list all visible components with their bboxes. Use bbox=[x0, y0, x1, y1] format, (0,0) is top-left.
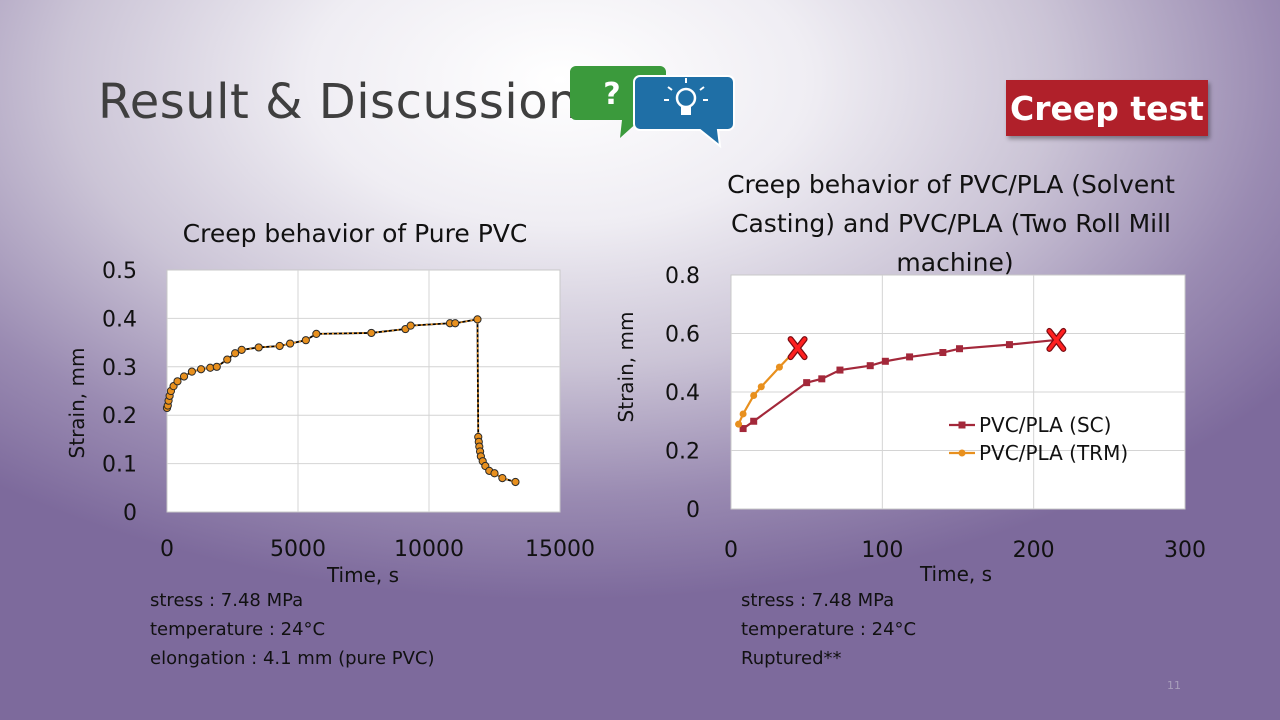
data-point bbox=[775, 363, 783, 371]
chart1-xlabel: Time, s bbox=[326, 563, 399, 587]
y-tick-label: 0.2 bbox=[102, 404, 137, 429]
data-point bbox=[451, 319, 460, 328]
note-stress: stress : 7.48 MPa bbox=[741, 590, 895, 611]
y-tick-label: 0.3 bbox=[102, 356, 137, 381]
rupture-x-fill bbox=[788, 337, 807, 359]
discussion-bubbles-icon: ? bbox=[570, 66, 735, 148]
x-tick-label: 0 bbox=[724, 538, 738, 563]
x-tick-label: 200 bbox=[1013, 538, 1055, 563]
chart2-title-line1: Creep behavior of PVC/PLA (Solvent bbox=[727, 170, 1175, 199]
x-tick-label: 15000 bbox=[525, 537, 595, 562]
x-tick-label: 5000 bbox=[270, 537, 326, 562]
data-point bbox=[254, 343, 263, 352]
rupture-x-marker bbox=[1046, 327, 1067, 352]
data-point bbox=[301, 336, 310, 345]
chart-pure-pvc: Creep behavior of Pure PVC 0 0.1 0.2 0.3 0.4… bbox=[65, 219, 595, 587]
y-tick-label: 0.4 bbox=[102, 307, 137, 332]
page-number: 11 bbox=[1167, 679, 1181, 692]
rupture-x-marker bbox=[787, 336, 808, 361]
note-stress: stress : 7.48 MPa bbox=[150, 590, 304, 611]
y-tick-label: 0 bbox=[123, 501, 137, 526]
note-elongation: elongation : 4.1 mm (pure PVC) bbox=[150, 648, 435, 669]
data-point bbox=[473, 315, 482, 324]
legend-marker bbox=[958, 449, 966, 457]
data-point bbox=[866, 362, 874, 370]
data-point bbox=[939, 349, 947, 357]
note-ruptured: Ruptured** bbox=[741, 648, 842, 669]
data-point bbox=[206, 363, 215, 372]
x-tick-label: 0 bbox=[160, 537, 174, 562]
series-line bbox=[742, 338, 1057, 430]
data-point bbox=[750, 417, 758, 425]
data-point bbox=[906, 353, 914, 361]
data-point bbox=[312, 329, 321, 338]
y-tick-label: 0 bbox=[686, 498, 700, 523]
data-point bbox=[1005, 341, 1013, 349]
chart2-legend: PVC/PLA (SC) PVC/PLA (TRM) bbox=[949, 413, 1128, 465]
data-point bbox=[818, 375, 826, 383]
svg-text:?: ? bbox=[603, 77, 620, 112]
chart1-title: Creep behavior of Pure PVC bbox=[183, 219, 528, 248]
lightbulb-bubble-icon bbox=[633, 75, 735, 148]
x-tick-label: 300 bbox=[1164, 538, 1206, 563]
data-point bbox=[187, 367, 196, 376]
data-point bbox=[212, 362, 221, 371]
data-point bbox=[223, 355, 232, 364]
chart2-title-line3: machine) bbox=[896, 248, 1013, 277]
chart2-xlabel: Time, s bbox=[919, 562, 992, 586]
data-point bbox=[367, 328, 376, 338]
data-point bbox=[498, 474, 507, 483]
data-point bbox=[511, 477, 520, 487]
chart2-title: Creep behavior of PVC/PLA (Solvent Casti… bbox=[727, 170, 1183, 277]
notes-right: stress : 7.48 MPa temperature : 24°C Rup… bbox=[741, 586, 916, 673]
data-point bbox=[735, 420, 743, 428]
notes-left: stress : 7.48 MPa temperature : 24°C elo… bbox=[150, 586, 435, 673]
x-tick-label: 10000 bbox=[394, 537, 464, 562]
data-point bbox=[231, 349, 240, 358]
data-point bbox=[750, 392, 758, 400]
chart2-title-line2: Casting) and PVC/PLA (Two Roll Mill bbox=[731, 209, 1171, 238]
legend-label: PVC/PLA (TRM) bbox=[979, 441, 1128, 465]
data-point bbox=[196, 365, 206, 374]
y-tick-label: 0.8 bbox=[665, 264, 700, 289]
y-tick-label: 0.5 bbox=[102, 259, 137, 284]
y-tick-label: 0.2 bbox=[665, 440, 700, 465]
data-point bbox=[836, 366, 844, 374]
data-point bbox=[173, 377, 182, 386]
data-point bbox=[757, 383, 765, 391]
data-point bbox=[179, 372, 189, 381]
slide-title: Result & Discussion bbox=[98, 74, 580, 130]
note-temperature: temperature : 24°C bbox=[741, 619, 917, 640]
data-point bbox=[275, 341, 284, 351]
rupture-x-fill bbox=[1047, 329, 1066, 351]
data-point bbox=[406, 321, 415, 330]
data-point bbox=[956, 345, 964, 353]
x-tick-label: 100 bbox=[861, 538, 903, 563]
legend-label: PVC/PLA (SC) bbox=[979, 413, 1111, 437]
data-point bbox=[237, 345, 246, 354]
legend-marker bbox=[958, 421, 966, 429]
data-point bbox=[803, 379, 811, 387]
chart1-ylabel: Strain, mm bbox=[65, 348, 89, 459]
y-tick-label: 0.4 bbox=[665, 381, 700, 406]
data-point bbox=[739, 410, 747, 418]
creep-test-badge: Creep test bbox=[1006, 80, 1208, 136]
data-point bbox=[881, 357, 889, 365]
data-point bbox=[490, 469, 499, 478]
chart-pvc-pla: Creep behavior of PVC/PLA (Solvent Casti… bbox=[614, 170, 1206, 586]
note-temperature: temperature : 24°C bbox=[150, 619, 326, 640]
data-point bbox=[739, 425, 747, 433]
chart2-ylabel: Strain, mm bbox=[614, 312, 638, 423]
y-tick-label: 0.1 bbox=[102, 453, 137, 478]
y-tick-label: 0.6 bbox=[665, 323, 700, 348]
data-point bbox=[286, 339, 295, 348]
